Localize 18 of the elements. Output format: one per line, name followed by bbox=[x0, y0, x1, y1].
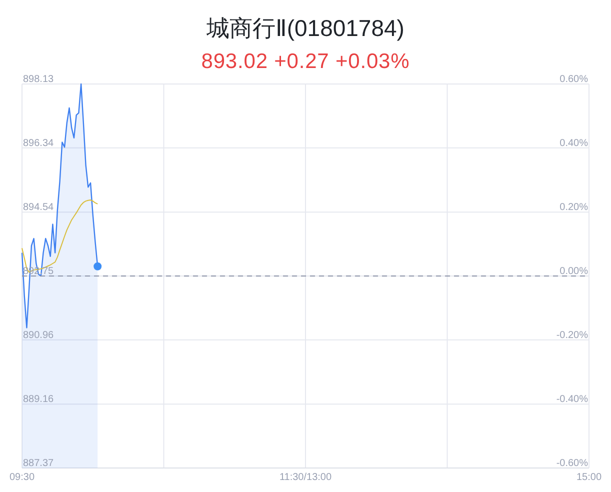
y2-tick-label: 0.20% bbox=[560, 202, 588, 213]
y2-tick-label: 0.60% bbox=[560, 74, 588, 85]
x-tick-label: 11:30/13:00 bbox=[279, 472, 332, 483]
y2-tick-label: -0.20% bbox=[556, 330, 588, 341]
y-tick-label: 889.16 bbox=[23, 394, 54, 406]
y-tick-label: 890.96 bbox=[23, 330, 54, 341]
title: 城商行Ⅱ(01801784) bbox=[206, 15, 404, 41]
y-tick-label: 887.37 bbox=[23, 458, 54, 469]
y2-tick-label: -0.40% bbox=[556, 394, 588, 405]
y-tick-label: 894.54 bbox=[23, 202, 54, 214]
y2-tick-label: 0.00% bbox=[560, 266, 588, 277]
x-tick-label: 15:00 bbox=[576, 472, 602, 483]
y-tick-label: 896.34 bbox=[23, 138, 54, 149]
y2-tick-label: -0.60% bbox=[556, 458, 588, 469]
y2-tick-label: 0.40% bbox=[560, 138, 588, 149]
subtitle: 893.02 +0.27 +0.03% bbox=[201, 50, 410, 73]
x-tick-label: 09:30 bbox=[9, 472, 35, 483]
y-tick-label: 898.13 bbox=[23, 74, 54, 85]
